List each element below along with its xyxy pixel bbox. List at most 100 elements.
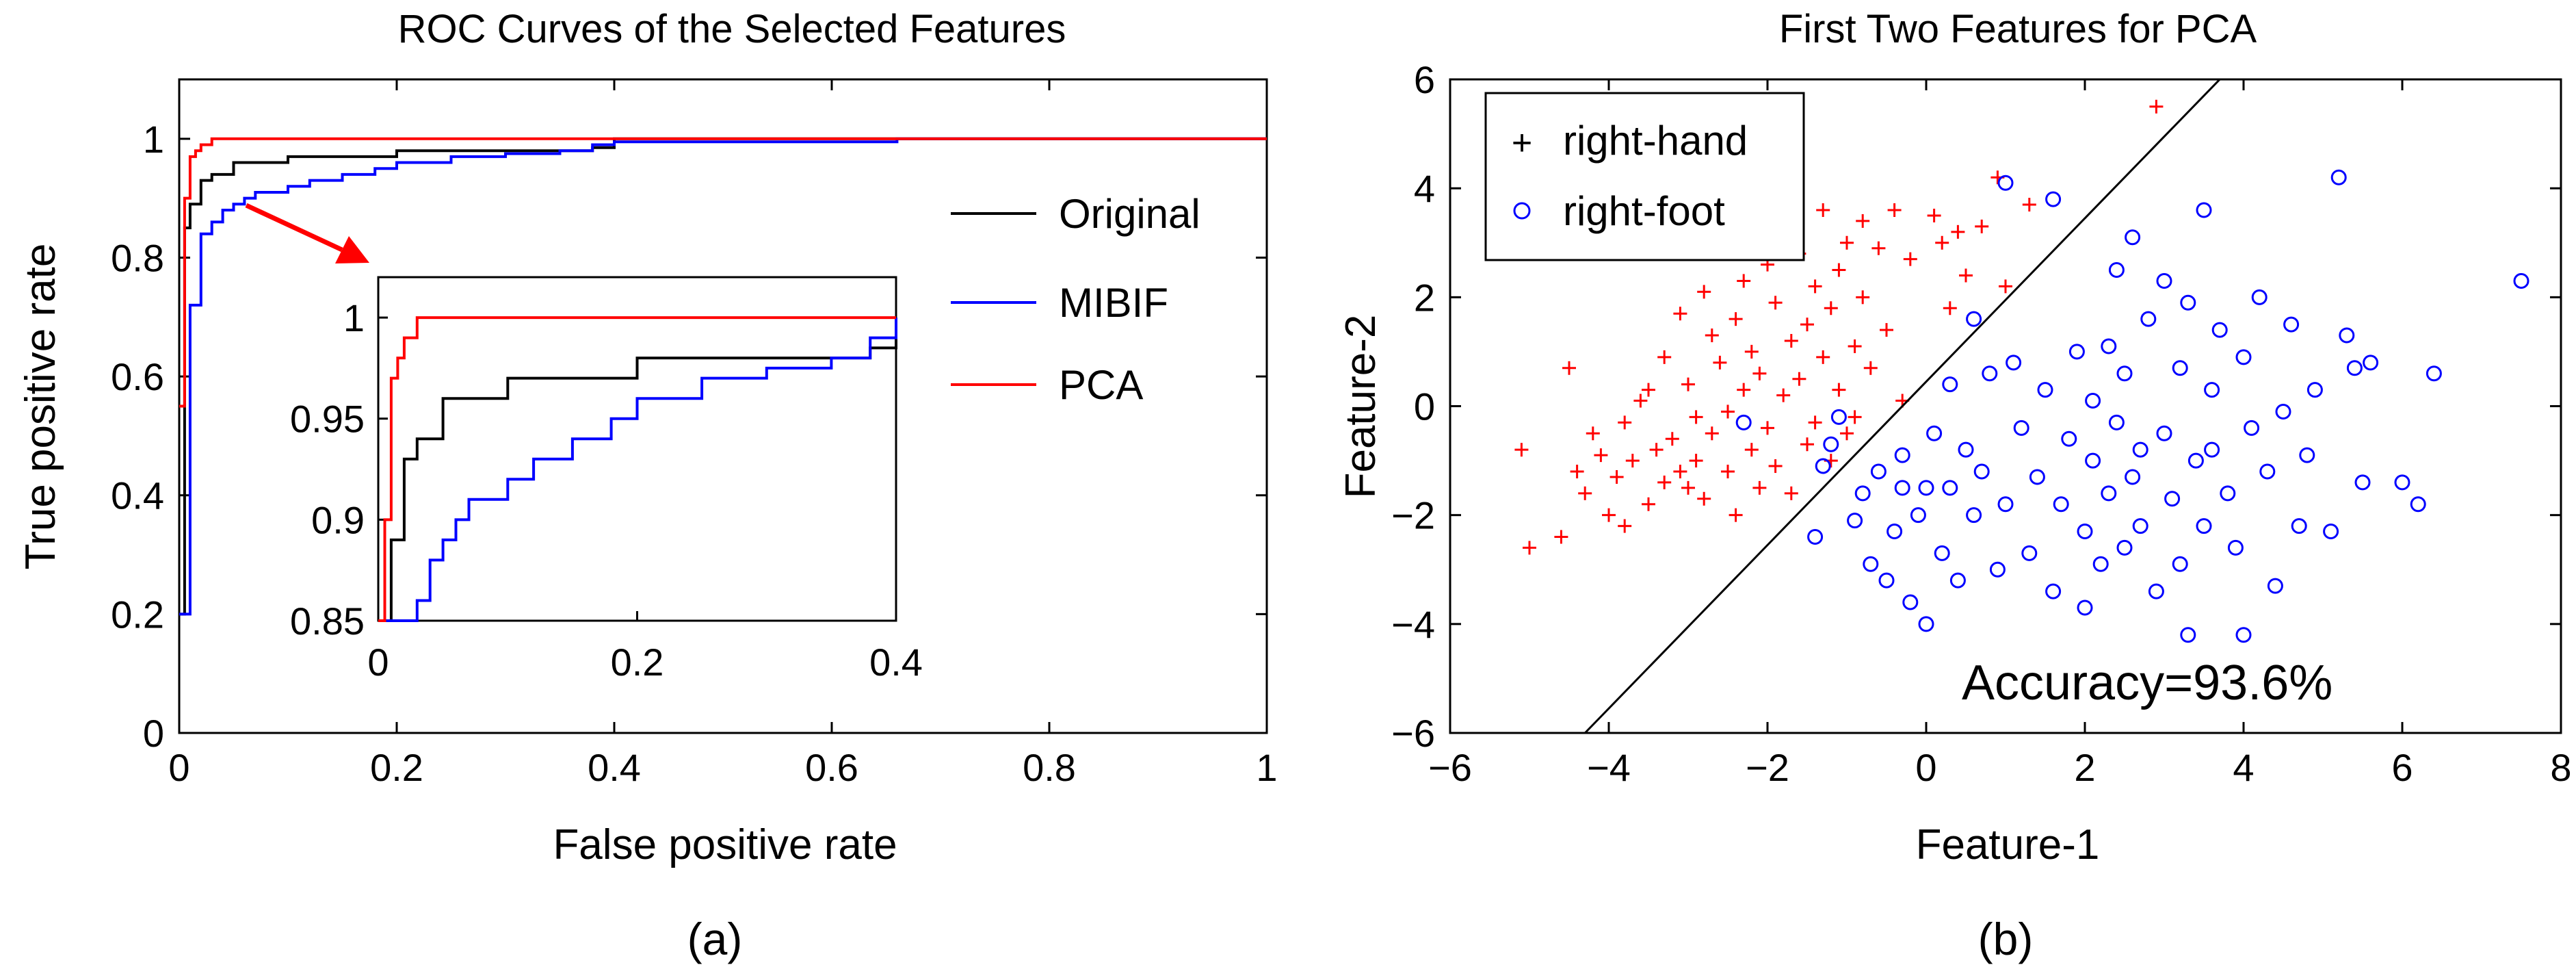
scatter-point-right-foot (2196, 518, 2212, 534)
scatter-point-right-hand (1649, 443, 1664, 457)
scatter-legend-box (1484, 92, 1805, 261)
scatter-point-right-hand (1943, 301, 1957, 315)
scatter-point-right-hand (1673, 307, 1687, 321)
scatter-title: First Two Features for PCA (1779, 7, 2257, 51)
roc-x-tick-label: 0.8 (1023, 746, 1076, 789)
scatter-point-right-foot (2211, 322, 2228, 338)
scatter-point-right-hand (1665, 432, 1679, 446)
scatter-point-right-foot (1973, 463, 1990, 480)
scatter-point-right-hand (1816, 350, 1830, 364)
scatter-y-tick-label: 0 (1414, 385, 1435, 428)
scatter-point-right-hand (1816, 203, 1830, 217)
legend-marker-right-foot (1513, 202, 1531, 220)
scatter-point-right-hand (1737, 383, 1751, 397)
scatter-point-right-hand (1784, 334, 1798, 348)
scatter-x-tick-label: −4 (1587, 746, 1631, 789)
scatter-x-tick-label: 4 (2233, 746, 2254, 789)
scatter-point-right-hand (1887, 203, 1902, 217)
scatter-point-right-foot (2306, 382, 2323, 398)
roc-legend: Original MIBIF PCA (951, 191, 1200, 408)
scatter-point-right-hand (1602, 508, 1616, 522)
scatter-point-right-hand (1689, 410, 1703, 424)
scatter-point-right-foot (2204, 441, 2220, 458)
scatter-point-right-hand (1744, 443, 1759, 457)
scatter-x-axis-label: Feature-1 (1916, 821, 2100, 868)
scatter-point-right-foot (2363, 354, 2379, 371)
scatter-point-right-hand (2022, 198, 2036, 212)
legend-label-right-hand: right-hand (1563, 118, 1748, 164)
scatter-point-right-foot (2235, 627, 2252, 643)
scatter-point-right-foot (1934, 545, 1950, 561)
scatter-point-right-hand (1999, 279, 2012, 294)
scatter-point-right-hand (1840, 426, 1854, 441)
scatter-point-right-foot (2291, 518, 2307, 534)
scatter-x-tick-label: −2 (1746, 746, 1789, 789)
scatter-point-right-hand (1752, 480, 1767, 495)
scatter-point-right-foot (2125, 229, 2141, 246)
scatter-point-right-hand (1594, 448, 1608, 463)
scatter-point-right-foot (2220, 485, 2236, 502)
scatter-point-right-foot (2068, 344, 2085, 360)
inset-series-mibif (378, 318, 897, 622)
roc-y-tick-label: 0.4 (111, 474, 164, 517)
scatter-point-right-foot (2299, 447, 2315, 463)
scatter-point-right-foot (2132, 518, 2148, 534)
scatter-point-right-foot (2204, 382, 2220, 398)
scatter-point-right-foot (2323, 524, 2339, 540)
roc-y-axis-label: True positive rate (17, 244, 64, 570)
scatter-point-right-hand (1768, 459, 1783, 474)
scatter-point-right-foot (2108, 262, 2125, 279)
scatter-point-right-hand (1768, 296, 1783, 310)
scatter-point-right-foot (2172, 360, 2188, 376)
scatter-point-right-hand (1800, 318, 1814, 332)
scatter-y-axis-label: Feature-2 (1337, 315, 1384, 499)
roc-x-tick-label: 0.2 (370, 746, 423, 789)
scatter-point-right-hand (1975, 219, 1989, 233)
scatter-point-right-foot (1918, 616, 1934, 632)
roc-y-tick-label: 1 (143, 118, 164, 161)
scatter-point-right-foot (2394, 474, 2410, 491)
scatter-point-right-foot (2092, 556, 2109, 572)
panel-b-caption: (b) (1978, 914, 2034, 964)
scatter-point-right-hand (1625, 454, 1640, 468)
scatter-point-right-foot (1997, 175, 2014, 191)
scatter-point-right-foot (2045, 583, 2062, 599)
scatter-point-right-foot (2164, 491, 2181, 507)
scatter-point-right-foot (2196, 202, 2212, 218)
scatter-point-right-foot (2125, 469, 2141, 485)
scatter-point-right-foot (2045, 191, 2062, 207)
scatter-point-right-foot (2513, 272, 2529, 289)
scatter-point-right-hand (1840, 235, 1854, 250)
scatter-point-right-foot (1887, 524, 1903, 540)
scatter-point-right-foot (2251, 289, 2268, 305)
scatter-point-right-foot (2140, 311, 2157, 327)
scatter-point-right-hand (1761, 421, 1774, 435)
roc-series-mibif (179, 137, 1267, 616)
roc-y-tick-label: 0 (143, 712, 164, 755)
scatter-point-right-foot (1894, 480, 1910, 496)
scatter-y-tick-label: 2 (1414, 276, 1435, 319)
scatter-point-right-foot (2037, 382, 2053, 398)
scatter-point-right-foot (1854, 485, 1871, 502)
scatter-point-right-foot (2267, 578, 2283, 594)
roc-inset: 0 0.2 0.4 0.85 0.9 0.95 1 (290, 276, 923, 684)
scatter-point-right-hand (1570, 465, 1584, 478)
roc-y-tick-label: 0.8 (111, 236, 164, 279)
scatter-point-right-hand (1729, 508, 1743, 522)
scatter-point-right-hand (2149, 99, 2164, 114)
scatter-point-right-foot (2346, 360, 2363, 376)
scatter-point-right-foot (1918, 480, 1934, 496)
scatter-point-right-hand (1808, 279, 1822, 294)
scatter-y-tick-label: −2 (1391, 494, 1435, 537)
scatter-x-tick-label: 0 (1915, 746, 1936, 789)
scatter-point-right-hand (1863, 361, 1878, 375)
scatter-point-right-hand (1713, 355, 1727, 370)
scatter-point-right-hand (1729, 312, 1743, 326)
scatter-x-tick-label: −6 (1428, 746, 1472, 789)
roc-x-axis-label: False positive rate (553, 821, 897, 868)
scatter-point-right-hand (1903, 252, 1917, 266)
roc-x-tick-label: 1 (1256, 746, 1277, 789)
scatter-point-right-foot (1982, 365, 1998, 382)
scatter-point-right-foot (2053, 496, 2069, 513)
scatter-point-right-hand (1784, 486, 1798, 500)
